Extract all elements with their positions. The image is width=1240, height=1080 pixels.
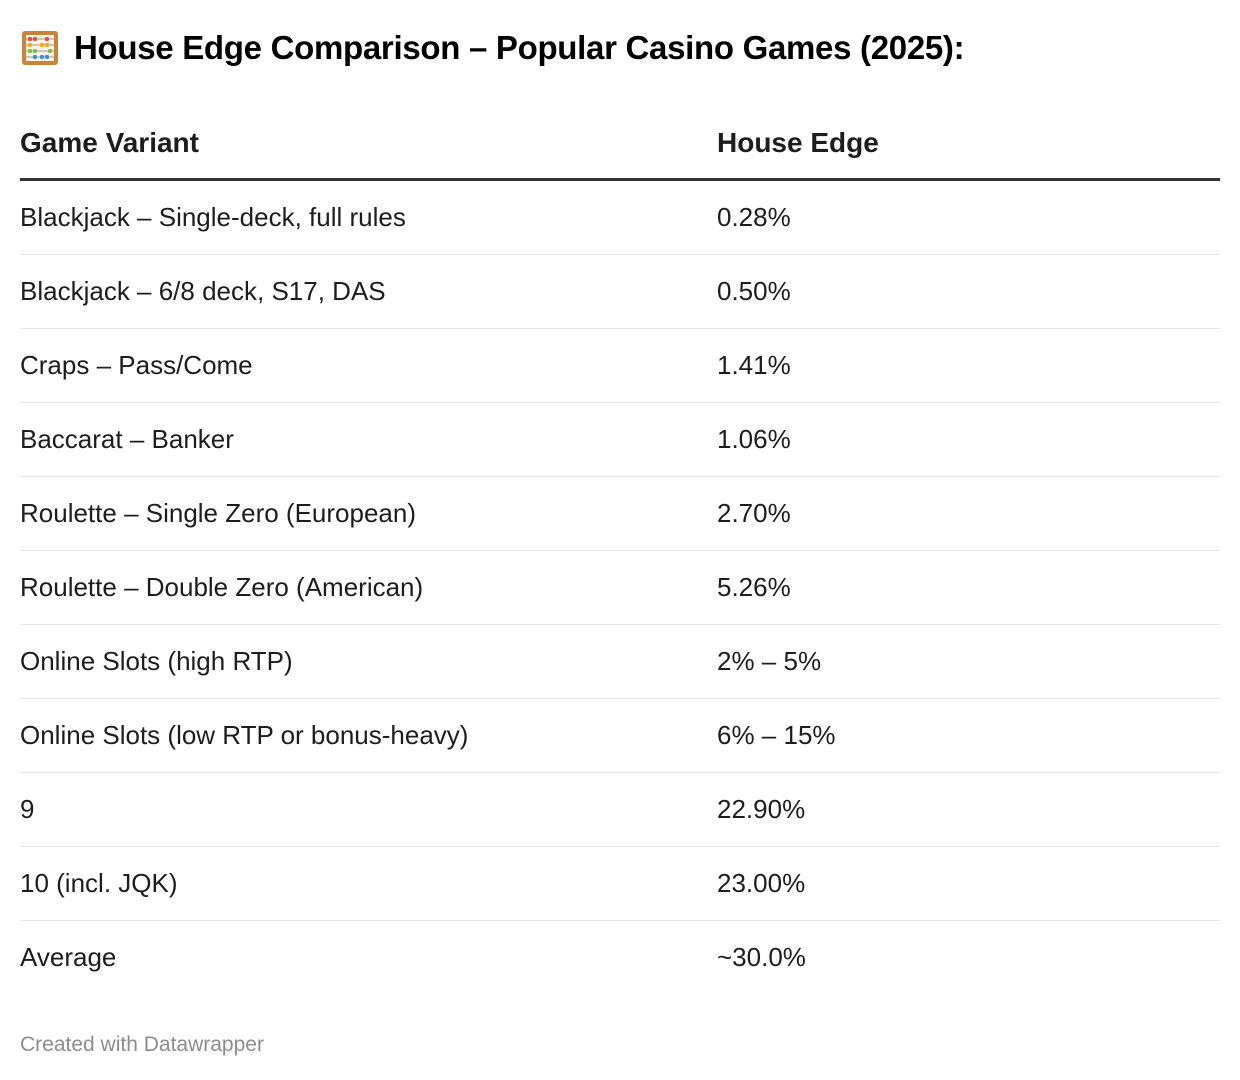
- table-header-row: Game Variant House Edge: [20, 108, 1220, 181]
- table-row: Average ~30.0%: [20, 921, 1220, 995]
- house-edge-cell: ~30.0%: [717, 942, 806, 972]
- house-edge-cell: 22.90%: [717, 772, 1220, 847]
- game-variant-cell: Blackjack – 6/8 deck, S17, DAS: [20, 254, 717, 329]
- abacus-icon: [22, 31, 58, 65]
- game-variant-cell: 10 (incl. JQK): [20, 846, 717, 921]
- table-row: Online Slots (high RTP) 2% – 5%: [20, 624, 1220, 699]
- game-variant-cell: Baccarat – Banker: [20, 402, 717, 477]
- house-edge-cell: 0.50%: [717, 254, 1220, 329]
- house-edge-cell: 2% – 5%: [717, 624, 1220, 699]
- table-row: Blackjack – 6/8 deck, S17, DAS 0.50%: [20, 254, 1220, 329]
- table-row: Craps – Pass/Come 1.41%: [20, 328, 1220, 403]
- house-edge-cell: 1.06%: [717, 402, 1220, 477]
- house-edge-cell: 0.28%: [717, 179, 1220, 255]
- table-row: Baccarat – Banker 1.06%: [20, 402, 1220, 477]
- column-header-house-edge[interactable]: House Edge: [717, 108, 1220, 181]
- house-edge-table: Game Variant House Edge Blackjack – Sing…: [20, 108, 1220, 994]
- table-row: Roulette – Single Zero (European) 2.70%: [20, 476, 1220, 551]
- game-variant-cell: Blackjack – Single-deck, full rules: [20, 179, 717, 255]
- game-variant-cell: Average: [20, 942, 117, 972]
- table-row: 9 22.90%: [20, 772, 1220, 847]
- game-variant-cell: Roulette – Single Zero (European): [20, 476, 717, 551]
- game-variant-cell: Online Slots (low RTP or bonus-heavy): [20, 698, 717, 773]
- game-variant-cell: Craps – Pass/Come: [20, 328, 717, 403]
- house-edge-cell: 5.26%: [717, 550, 1220, 625]
- house-edge-cell: 1.41%: [717, 328, 1220, 403]
- table-row: Online Slots (low RTP or bonus-heavy) 6%…: [20, 698, 1220, 773]
- table-row: Blackjack – Single-deck, full rules 0.28…: [20, 179, 1220, 255]
- datawrapper-credit[interactable]: Created with Datawrapper: [20, 1033, 264, 1056]
- game-variant-cell: Roulette – Double Zero (American): [20, 550, 717, 625]
- game-variant-cell: 9: [20, 772, 717, 847]
- chart-title: House Edge Comparison – Popular Casino G…: [74, 29, 965, 66]
- table-row: 10 (incl. JQK) 23.00%: [20, 846, 1220, 921]
- house-edge-cell: 2.70%: [717, 476, 1220, 551]
- table-row: Roulette – Double Zero (American) 5.26%: [20, 550, 1220, 625]
- house-edge-cell: 23.00%: [717, 846, 1220, 921]
- column-header-game-variant[interactable]: Game Variant: [20, 108, 717, 181]
- title-row: House Edge Comparison – Popular Casino G…: [20, 26, 965, 70]
- house-edge-cell: 6% – 15%: [717, 698, 1220, 773]
- game-variant-cell: Online Slots (high RTP): [20, 624, 717, 699]
